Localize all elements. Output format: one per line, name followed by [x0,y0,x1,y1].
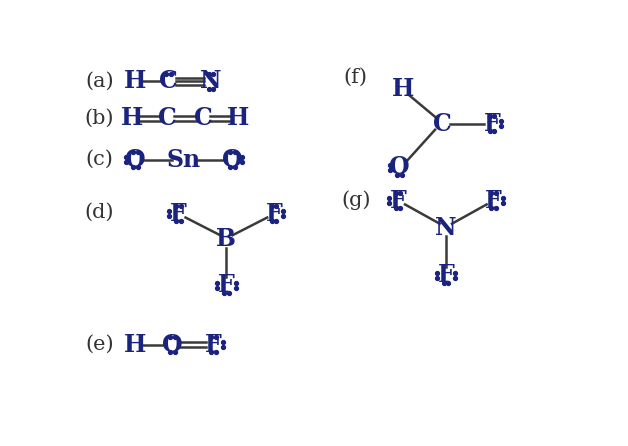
Text: B: B [217,227,236,251]
Text: C: C [433,112,452,136]
Text: N: N [200,69,222,93]
Text: H: H [227,106,249,130]
Text: O: O [222,148,243,172]
Text: F: F [205,333,222,357]
Text: F: F [218,273,235,297]
Text: C: C [158,106,176,130]
Text: F: F [266,202,283,226]
Text: O: O [162,333,183,357]
Text: H: H [392,77,414,101]
Text: F: F [170,202,187,226]
Text: H: H [124,333,147,357]
Text: F: F [484,112,501,136]
Text: N: N [435,215,457,240]
Text: (e): (e) [85,335,114,354]
Text: (f): (f) [344,68,368,87]
Text: (g): (g) [341,191,371,211]
Text: (c): (c) [85,150,113,169]
Text: (b): (b) [85,109,114,128]
Text: Sn: Sn [167,148,201,172]
Text: H: H [121,106,144,130]
Text: F: F [437,263,454,287]
Text: F: F [389,189,406,213]
Text: (d): (d) [85,202,114,222]
Text: (a): (a) [85,72,114,91]
Text: O: O [125,148,146,172]
Text: O: O [389,156,410,179]
Text: C: C [160,69,178,93]
Text: F: F [485,189,502,213]
Text: C: C [194,106,213,130]
Text: H: H [124,69,147,93]
